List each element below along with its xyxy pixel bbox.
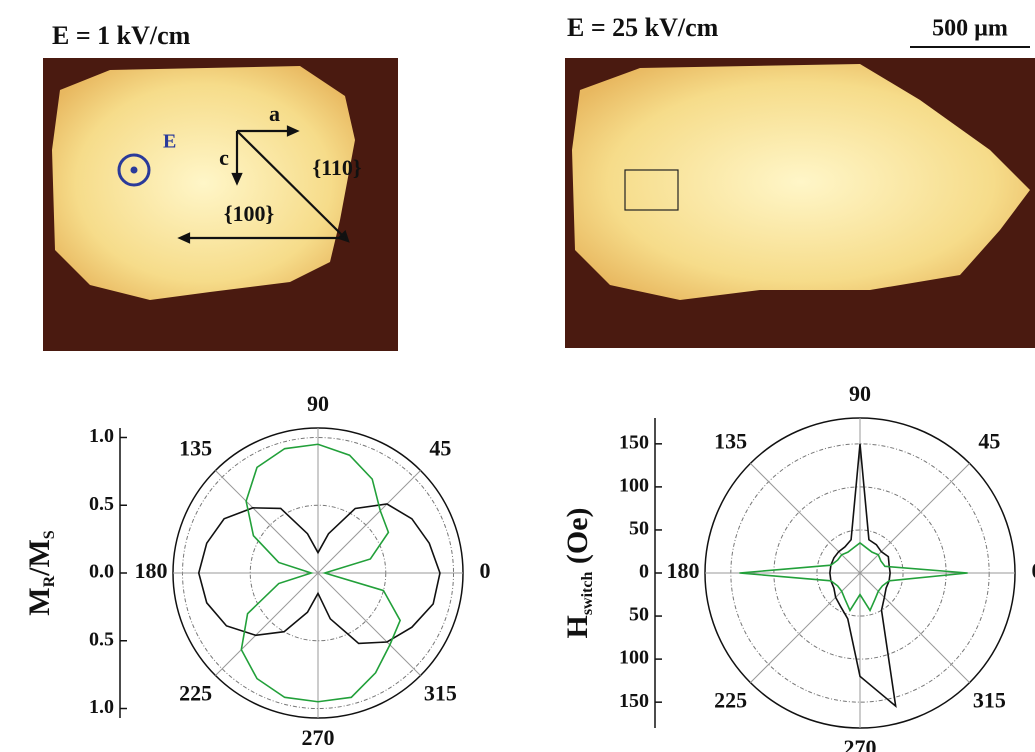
series-line xyxy=(739,541,968,613)
label-text: M xyxy=(23,587,56,615)
y-tick-label: 150 xyxy=(619,690,649,712)
angle-label: 0 xyxy=(480,558,491,583)
angle-label: 135 xyxy=(179,436,212,461)
label-subscript: S xyxy=(41,530,58,539)
y-tick-label: 0.5 xyxy=(89,493,114,515)
y-tick-label: 150 xyxy=(619,431,649,453)
angle-label: 180 xyxy=(667,558,700,583)
field-label: E xyxy=(163,131,176,153)
angle-label: 225 xyxy=(179,680,212,705)
angle-grid xyxy=(859,463,970,574)
angle-label: 45 xyxy=(429,436,451,461)
plane-100: {100} xyxy=(224,201,274,226)
panel-title: E = 1 kV/cm xyxy=(52,21,191,50)
label-text: /M xyxy=(23,539,56,577)
y-axis-label: MR/MS xyxy=(23,530,58,616)
y-tick-label: 0.5 xyxy=(89,628,114,650)
y-tick-label: 50 xyxy=(629,518,649,540)
angle-label: 90 xyxy=(307,391,329,416)
y-tick-label: 100 xyxy=(619,474,649,496)
angle-label: 45 xyxy=(978,429,1000,454)
label-text: (Oe) xyxy=(561,507,594,571)
y-tick-label: 0.0 xyxy=(89,561,114,583)
plane-110: {110} xyxy=(312,155,361,180)
label-subscript: R xyxy=(41,575,58,587)
angle-grid xyxy=(215,470,319,574)
label-subscript: switch xyxy=(579,572,596,616)
angle-grid xyxy=(750,572,861,683)
angle-label: 90 xyxy=(849,381,871,406)
y-tick-label: 50 xyxy=(629,604,649,626)
angle-grid xyxy=(859,572,970,683)
angle-label: 315 xyxy=(973,687,1006,712)
label-text: H xyxy=(561,615,594,638)
angle-grid xyxy=(750,463,861,574)
y-tick-label: 1.0 xyxy=(89,425,114,447)
series-line xyxy=(240,443,402,703)
axis-a: a xyxy=(269,101,280,126)
micrograph-right xyxy=(565,58,1035,348)
series-line xyxy=(197,503,441,645)
scale-bar-label: 500 µm xyxy=(932,16,1008,42)
y-tick-label: 1.0 xyxy=(89,696,114,718)
angle-grid xyxy=(317,572,421,676)
angle-label: 0 xyxy=(1032,558,1035,583)
angle-label: 270 xyxy=(302,725,335,750)
angle-grid xyxy=(215,572,319,676)
angle-label: 270 xyxy=(844,735,877,752)
y-tick-label: 0 xyxy=(639,561,649,583)
angle-grid xyxy=(317,470,421,574)
series-line xyxy=(829,443,897,709)
angle-label: 315 xyxy=(424,680,457,705)
panel-title: E = 25 kV/cm xyxy=(567,13,719,42)
angle-label: 135 xyxy=(714,429,747,454)
axis-c: c xyxy=(219,145,229,170)
y-tick-label: 100 xyxy=(619,647,649,669)
y-axis-label: Hswitch (Oe) xyxy=(561,507,596,638)
angle-label: 225 xyxy=(714,687,747,712)
micrograph-left: a c E {110} {100} xyxy=(43,58,398,351)
angle-label: 180 xyxy=(135,558,168,583)
